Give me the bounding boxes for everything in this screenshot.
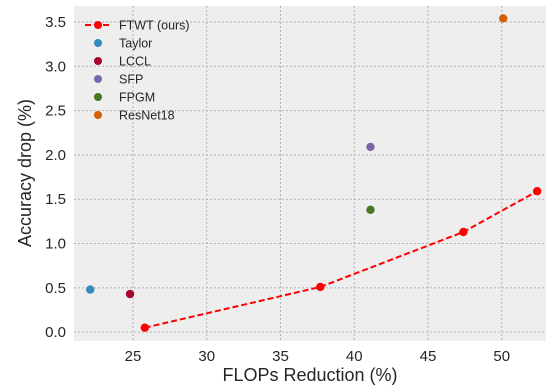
- x-tick-label: 35: [272, 348, 289, 365]
- plot-background: [74, 6, 546, 341]
- x-axis-label: FLOPs Reduction (%): [222, 365, 397, 385]
- x-tick-label: 45: [420, 348, 437, 365]
- y-tick-label: 0.5: [45, 280, 66, 297]
- grid: [74, 6, 546, 341]
- ftwt-ours-point: [459, 227, 468, 237]
- legend-label-ftwt-ours: FTWT (ours): [119, 19, 190, 33]
- ftwt-ours-point: [316, 282, 325, 292]
- legend-marker-fpgm: [94, 93, 102, 101]
- ftwt-ours-line: [144, 190, 538, 329]
- y-tick-label: 3.0: [45, 58, 66, 75]
- legend: FTWT (ours) Taylor LCCL SFP FPGM ResNet18: [85, 19, 190, 123]
- sfp-point: [366, 142, 375, 152]
- fpgm-point: [366, 205, 375, 215]
- legend-marker-lccl: [94, 57, 102, 65]
- x-tick-label: 30: [198, 348, 215, 365]
- y-axis-label: Accuracy drop (%): [15, 99, 35, 247]
- legend-label-lccl: LCCL: [119, 55, 151, 69]
- legend-marker-ftwt-ours: [94, 21, 102, 29]
- legend-label-fpgm: FPGM: [119, 91, 155, 105]
- legend-label-sfp: SFP: [119, 73, 143, 87]
- ftwt-ours-point: [532, 187, 542, 196]
- x-tick-labels: 25 30 35 40 45 50: [125, 348, 510, 365]
- x-tick-label: 25: [125, 348, 142, 365]
- y-tick-label: 3.5: [45, 14, 66, 31]
- y-tick-label: 1.5: [45, 191, 66, 208]
- legend-marker-taylor: [94, 39, 102, 47]
- legend-label-taylor: Taylor: [119, 37, 152, 51]
- series-layer: [86, 14, 542, 332]
- y-tick-label: 0.0: [45, 324, 66, 341]
- y-tick-label: 2.0: [45, 147, 66, 164]
- lccl-point: [125, 289, 135, 299]
- legend-label-resnet18: ResNet18: [119, 109, 175, 123]
- x-tick-label: 40: [346, 348, 363, 365]
- legend-marker-resnet18: [94, 111, 102, 119]
- x-tick-label: 50: [493, 348, 510, 365]
- y-tick-label: 1.0: [45, 236, 66, 253]
- ftwt-ours-point: [140, 323, 149, 332]
- resnet18-point: [499, 14, 508, 23]
- y-tick-labels: 0.0 0.5 1.0 1.5 2.0 2.5 3.0 3.5: [45, 14, 66, 341]
- taylor-point: [86, 285, 95, 294]
- legend-marker-sfp: [94, 75, 102, 83]
- y-tick-label: 2.5: [45, 103, 66, 120]
